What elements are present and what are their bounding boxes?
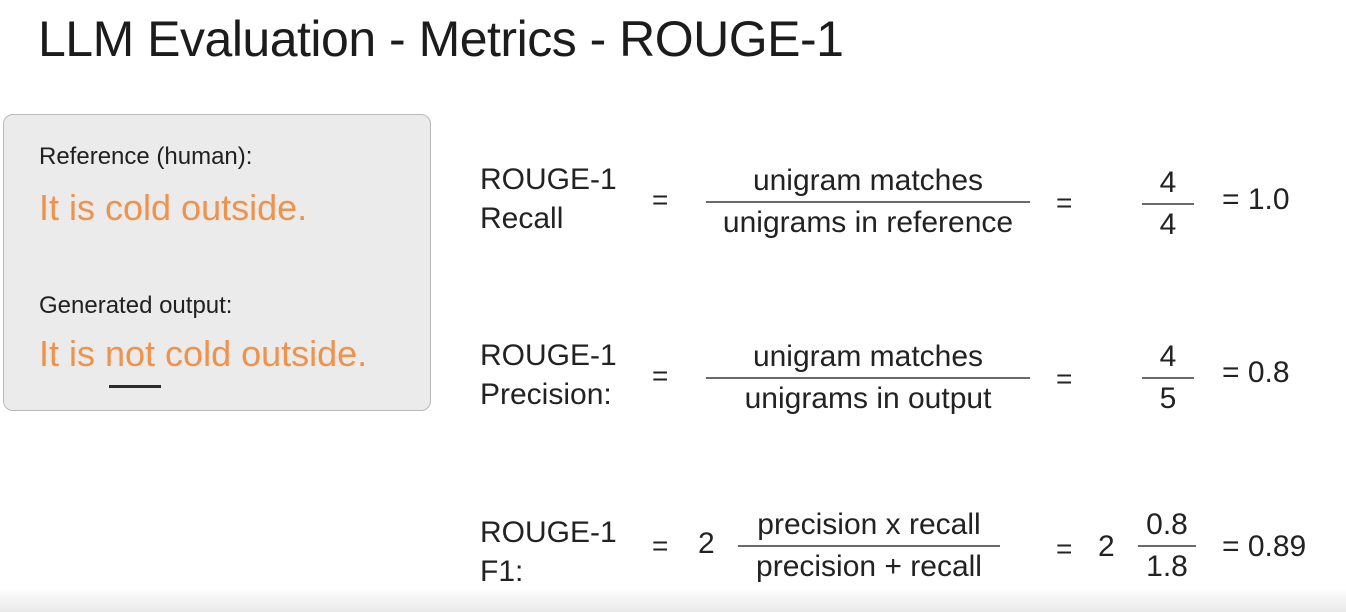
recall-name-line2: Recall [480, 202, 564, 235]
precision-equals-2: = [1056, 363, 1073, 394]
precision-fraction-bar [706, 377, 1030, 379]
f1-coefficient-2: 2 [1098, 530, 1115, 563]
recall-denominator: unigrams in reference [722, 205, 1014, 239]
recall-value-denominator: 4 [1159, 207, 1177, 241]
f1-equals-2: = [1056, 533, 1073, 564]
precision-result: = 0.8 [1222, 356, 1290, 389]
f1-formula-fraction: precision x recall precision + recall [738, 506, 1000, 586]
recall-name-line1: ROUGE-1 [480, 163, 617, 196]
page-title: LLM Evaluation - Metrics - ROUGE-1 [38, 11, 844, 67]
recall-formula-fraction: unigram matches unigrams in reference [706, 162, 1030, 242]
f1-name-line1: ROUGE-1 [480, 516, 617, 549]
precision-name-line2: Precision: [480, 378, 612, 411]
precision-value-fraction: 4 5 [1142, 338, 1194, 418]
precision-formula-fraction: unigram matches unigrams in output [706, 338, 1030, 418]
f1-metric-name: ROUGE-1 F1: [480, 513, 617, 591]
precision-denominator: unigrams in output [744, 381, 992, 415]
extra-word-underline [109, 385, 161, 388]
generated-label: Generated output: [39, 292, 233, 319]
f1-denominator: precision + recall [756, 549, 982, 583]
f1-equals-1: = [652, 530, 669, 561]
precision-value-denominator: 5 [1159, 381, 1177, 415]
precision-name-line1: ROUGE-1 [480, 339, 617, 372]
f1-name-line2: F1: [480, 555, 524, 588]
generated-sentence: It is not cold outside. [39, 333, 368, 374]
f1-coefficient-1: 2 [698, 527, 715, 560]
reference-label: Reference (human): [39, 143, 253, 170]
precision-value-numerator: 4 [1159, 340, 1177, 373]
f1-fraction-bar [738, 545, 1000, 547]
f1-value-numerator: 0.8 [1146, 508, 1188, 541]
f1-value-fraction: 0.8 1.8 [1138, 506, 1196, 586]
recall-numerator: unigram matches [752, 164, 984, 197]
recall-value-fraction: 4 4 [1142, 164, 1194, 244]
recall-equals-1: = [652, 184, 669, 215]
f1-value-bar [1138, 545, 1196, 547]
f1-numerator: precision x recall [757, 508, 981, 541]
recall-equals-2: = [1056, 187, 1073, 218]
precision-value-bar [1142, 377, 1194, 379]
f1-value-denominator: 1.8 [1146, 549, 1188, 583]
recall-fraction-bar [706, 201, 1030, 203]
recall-value-numerator: 4 [1159, 166, 1177, 199]
recall-value-bar [1142, 203, 1194, 205]
precision-equals-1: = [652, 360, 669, 391]
bottom-strip [0, 588, 1346, 612]
recall-result: = 1.0 [1222, 183, 1290, 216]
reference-sentence: It is cold outside. [39, 187, 308, 228]
f1-result: = 0.89 [1222, 530, 1307, 563]
example-box: Reference (human): It is cold outside. G… [3, 114, 431, 411]
precision-numerator: unigram matches [752, 340, 984, 373]
recall-metric-name: ROUGE-1 Recall [480, 160, 617, 238]
precision-metric-name: ROUGE-1 Precision: [480, 336, 617, 414]
